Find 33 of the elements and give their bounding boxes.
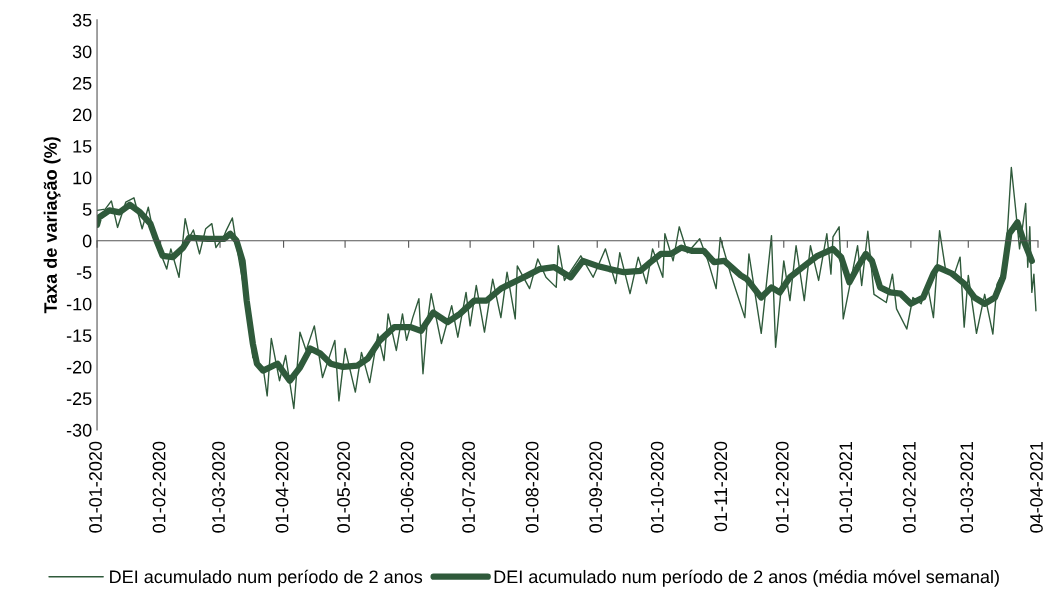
x-tick-label: 01-12-2020	[775, 441, 789, 533]
x-tick-label: 04-04-2021	[1030, 441, 1043, 533]
x-tick-label: 01-01-2021	[839, 441, 853, 533]
x-tick-label: 01-11-2020	[714, 441, 728, 532]
x-tick-label: 01-07-2020	[462, 441, 475, 533]
y-tick-label: 0	[82, 234, 92, 248]
x-tick-label: 01-03-2021	[960, 441, 974, 533]
x-tick-label: 01-06-2020	[400, 441, 414, 533]
y-tick-label: 35	[72, 13, 92, 27]
y-tick-label: 25	[73, 76, 92, 90]
y-tick-label: -25	[66, 392, 92, 406]
legend-label: DEI acumulado num período de 2 anos	[110, 569, 423, 587]
x-tick-label: 01-08-2020	[525, 441, 539, 533]
x-tick-label: 01-05-2020	[337, 441, 350, 533]
x-tick-label: 01-03-2020	[212, 441, 225, 533]
x-tick-label: 01-09-2020	[589, 441, 603, 533]
y-tick-label: -30	[66, 423, 92, 437]
y-tick-label: 20	[73, 108, 92, 122]
x-tick-label: 01-02-2021	[902, 441, 916, 533]
y-tick-label: 15	[73, 140, 92, 153]
x-tick-label: 01-01-2020	[89, 441, 102, 533]
x-tick-label: 01-10-2020	[650, 441, 664, 533]
y-tick-label: -20	[66, 360, 92, 374]
x-tick-label: 01-04-2020	[275, 441, 289, 533]
y-tick-label: 30	[72, 45, 92, 59]
y-tick-label: -15	[66, 329, 92, 343]
y-tick-label: 5	[82, 203, 92, 216]
y-tick-label: 10	[73, 171, 92, 185]
y-tick-label: -10	[66, 297, 92, 311]
y-axis-title: Taxa de variação (%)	[43, 137, 61, 314]
y-tick-label: -5	[76, 266, 92, 279]
x-tick-label: 01-02-2020	[152, 441, 166, 533]
legend-label: DEI acumulado num período de 2 anos (média móvel semanal)	[494, 569, 999, 587]
